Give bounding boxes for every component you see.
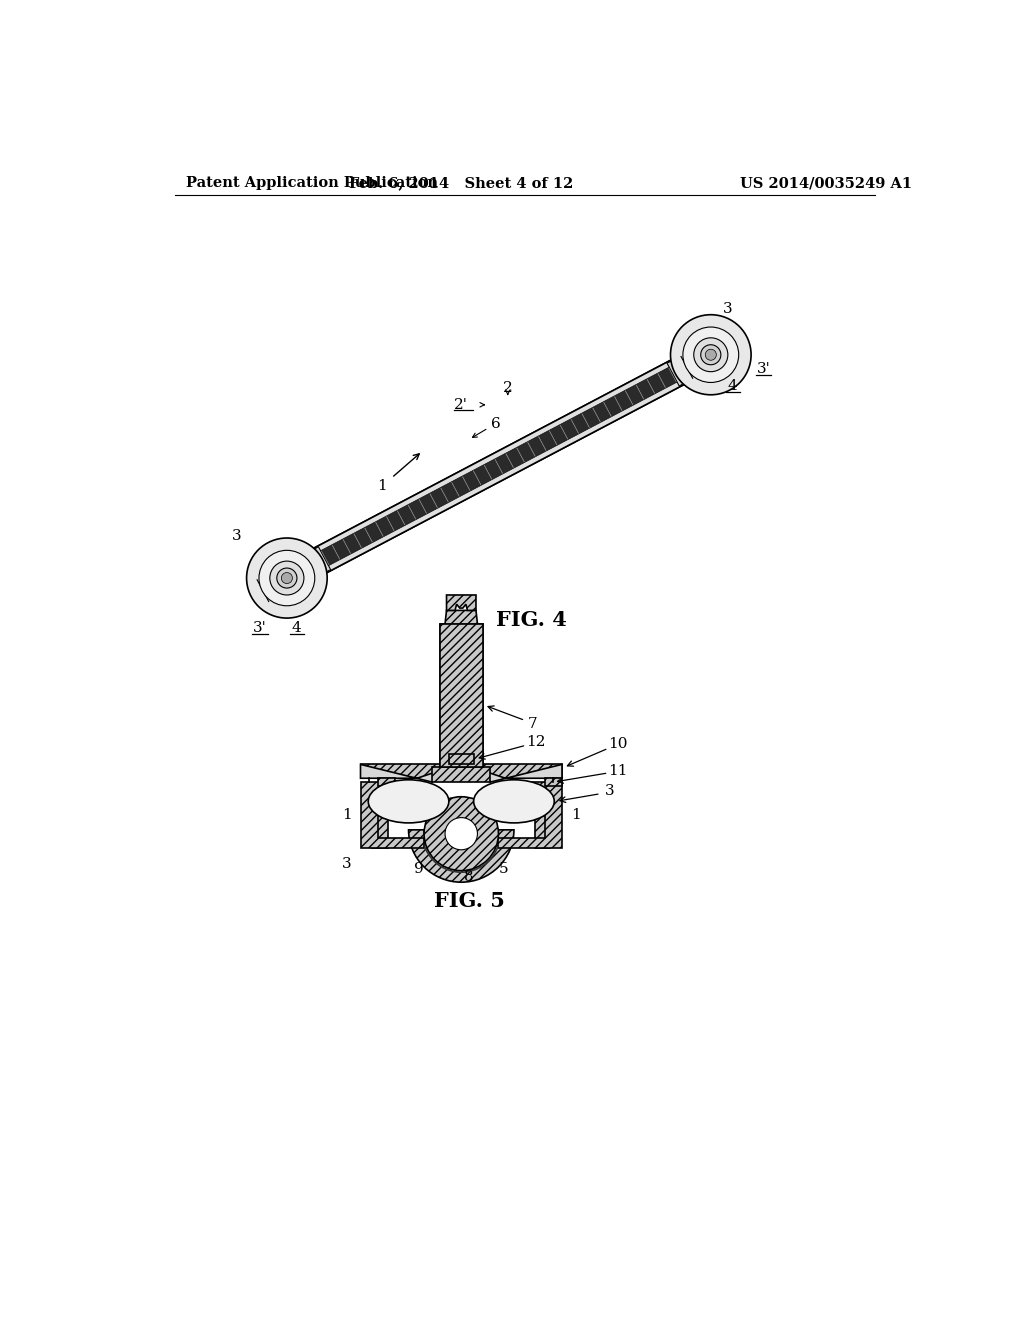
Circle shape: [693, 338, 728, 372]
Text: 7: 7: [528, 717, 538, 731]
Text: 11: 11: [608, 763, 628, 777]
Text: 12: 12: [526, 735, 546, 748]
Polygon shape: [440, 624, 482, 767]
Circle shape: [282, 573, 293, 583]
Circle shape: [671, 314, 751, 395]
Text: Feb. 6, 2014   Sheet 4 of 12: Feb. 6, 2014 Sheet 4 of 12: [349, 176, 573, 190]
Circle shape: [247, 539, 328, 618]
Circle shape: [683, 327, 738, 383]
Text: 1: 1: [342, 808, 351, 822]
Polygon shape: [440, 624, 482, 767]
Wedge shape: [409, 830, 514, 882]
Text: 3: 3: [723, 301, 732, 315]
Polygon shape: [309, 360, 689, 572]
Text: 8: 8: [464, 870, 474, 884]
Text: 3: 3: [605, 784, 614, 797]
Circle shape: [276, 568, 297, 589]
Polygon shape: [445, 610, 477, 624]
Polygon shape: [304, 355, 693, 578]
Circle shape: [259, 550, 314, 606]
Ellipse shape: [369, 780, 449, 822]
Text: 3: 3: [342, 858, 351, 871]
Text: 3': 3': [757, 362, 770, 376]
Polygon shape: [545, 779, 562, 785]
Ellipse shape: [474, 780, 554, 822]
Circle shape: [270, 561, 304, 595]
Polygon shape: [446, 595, 476, 610]
Polygon shape: [482, 764, 562, 781]
Polygon shape: [372, 816, 388, 847]
Text: 9: 9: [414, 862, 424, 876]
Text: 4: 4: [291, 622, 301, 635]
Polygon shape: [360, 764, 440, 781]
Polygon shape: [360, 764, 562, 779]
Text: 4: 4: [728, 379, 737, 392]
Text: 6: 6: [492, 417, 501, 432]
Polygon shape: [667, 354, 698, 387]
Text: 2': 2': [455, 397, 468, 412]
Polygon shape: [360, 781, 424, 847]
Text: 1: 1: [571, 808, 581, 822]
Polygon shape: [535, 816, 550, 847]
Text: 5: 5: [499, 862, 509, 876]
Text: 3: 3: [231, 529, 242, 543]
Circle shape: [700, 345, 721, 364]
Text: FIG. 5: FIG. 5: [433, 891, 505, 911]
Circle shape: [424, 797, 499, 871]
Polygon shape: [309, 360, 689, 572]
Polygon shape: [378, 779, 394, 785]
Polygon shape: [304, 355, 693, 578]
Text: FIG. 4: FIG. 4: [496, 610, 566, 631]
Polygon shape: [449, 754, 474, 764]
Text: Patent Application Publication: Patent Application Publication: [186, 176, 438, 190]
Text: 2: 2: [503, 381, 513, 395]
Polygon shape: [299, 546, 331, 578]
Text: 10: 10: [608, 738, 628, 751]
Circle shape: [445, 817, 477, 850]
Text: 1: 1: [377, 479, 387, 492]
Polygon shape: [432, 767, 490, 781]
Polygon shape: [499, 781, 562, 847]
Text: US 2014/0035249 A1: US 2014/0035249 A1: [740, 176, 912, 190]
Text: 3': 3': [253, 622, 266, 635]
Circle shape: [706, 350, 717, 360]
